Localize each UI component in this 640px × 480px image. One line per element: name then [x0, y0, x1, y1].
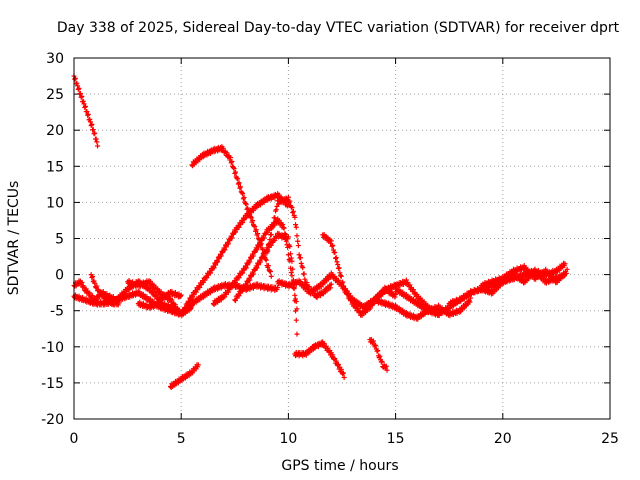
y-tick-label: -20: [41, 412, 64, 428]
y-tick-label: 10: [46, 195, 64, 211]
x-tick-label: 25: [601, 431, 619, 447]
data-point-markers: [189, 144, 274, 279]
x-axis-label: GPS time / hours: [281, 458, 398, 474]
data-point-markers: [135, 191, 291, 318]
data-point-markers: [320, 232, 441, 319]
grid-lines: [74, 58, 610, 419]
y-tick-label: -15: [41, 376, 64, 392]
y-tick-label: 5: [55, 232, 64, 248]
data-series-arc-15: [367, 336, 390, 373]
x-tick-label: 10: [279, 431, 297, 447]
data-series-arc-19: [478, 263, 570, 290]
axis-ticks: 0 5 10 15 20 25 -20 -15 -10 -5 0 5 10 15 20 25 30: [41, 51, 619, 447]
y-tick-label: 0: [55, 268, 64, 284]
plot-frame: [73, 57, 611, 420]
data-point-markers: [210, 216, 300, 312]
data-point-markers: [88, 272, 122, 308]
data-series-arc-9: [232, 230, 300, 337]
y-tick-label: 25: [46, 87, 64, 103]
data-series-arc-2: [189, 144, 274, 279]
y-tick-label: 15: [46, 159, 64, 175]
data-series-arc-13: [292, 339, 347, 380]
data-point-markers: [167, 362, 201, 391]
data-point-markers: [367, 336, 390, 373]
data-series-arc-12: [320, 232, 441, 319]
x-tick-label: 15: [387, 431, 405, 447]
x-tick-label: 20: [494, 431, 512, 447]
data-point-markers: [71, 73, 101, 149]
data-points: [71, 73, 570, 391]
data-series-arc-5: [88, 272, 122, 308]
y-tick-label: -5: [50, 304, 64, 320]
data-series-arc-1: [71, 73, 101, 149]
x-tick-label: 5: [177, 431, 186, 447]
y-tick-label: 20: [46, 123, 64, 139]
data-point-markers: [232, 230, 300, 337]
data-point-markers: [292, 339, 347, 380]
y-tick-label: -10: [41, 340, 64, 356]
x-tick-label: 0: [70, 431, 79, 447]
chart-title: Day 338 of 2025, Sidereal Day-to-day VTE…: [57, 20, 620, 36]
data-series-arc-14: [167, 362, 201, 391]
y-tick-label: 30: [46, 51, 64, 67]
data-point-markers: [478, 263, 570, 290]
data-series-arc-8: [210, 216, 300, 312]
data-series-arc-7: [135, 191, 291, 318]
y-axis-label: SDTVAR / TECUs: [6, 181, 22, 296]
